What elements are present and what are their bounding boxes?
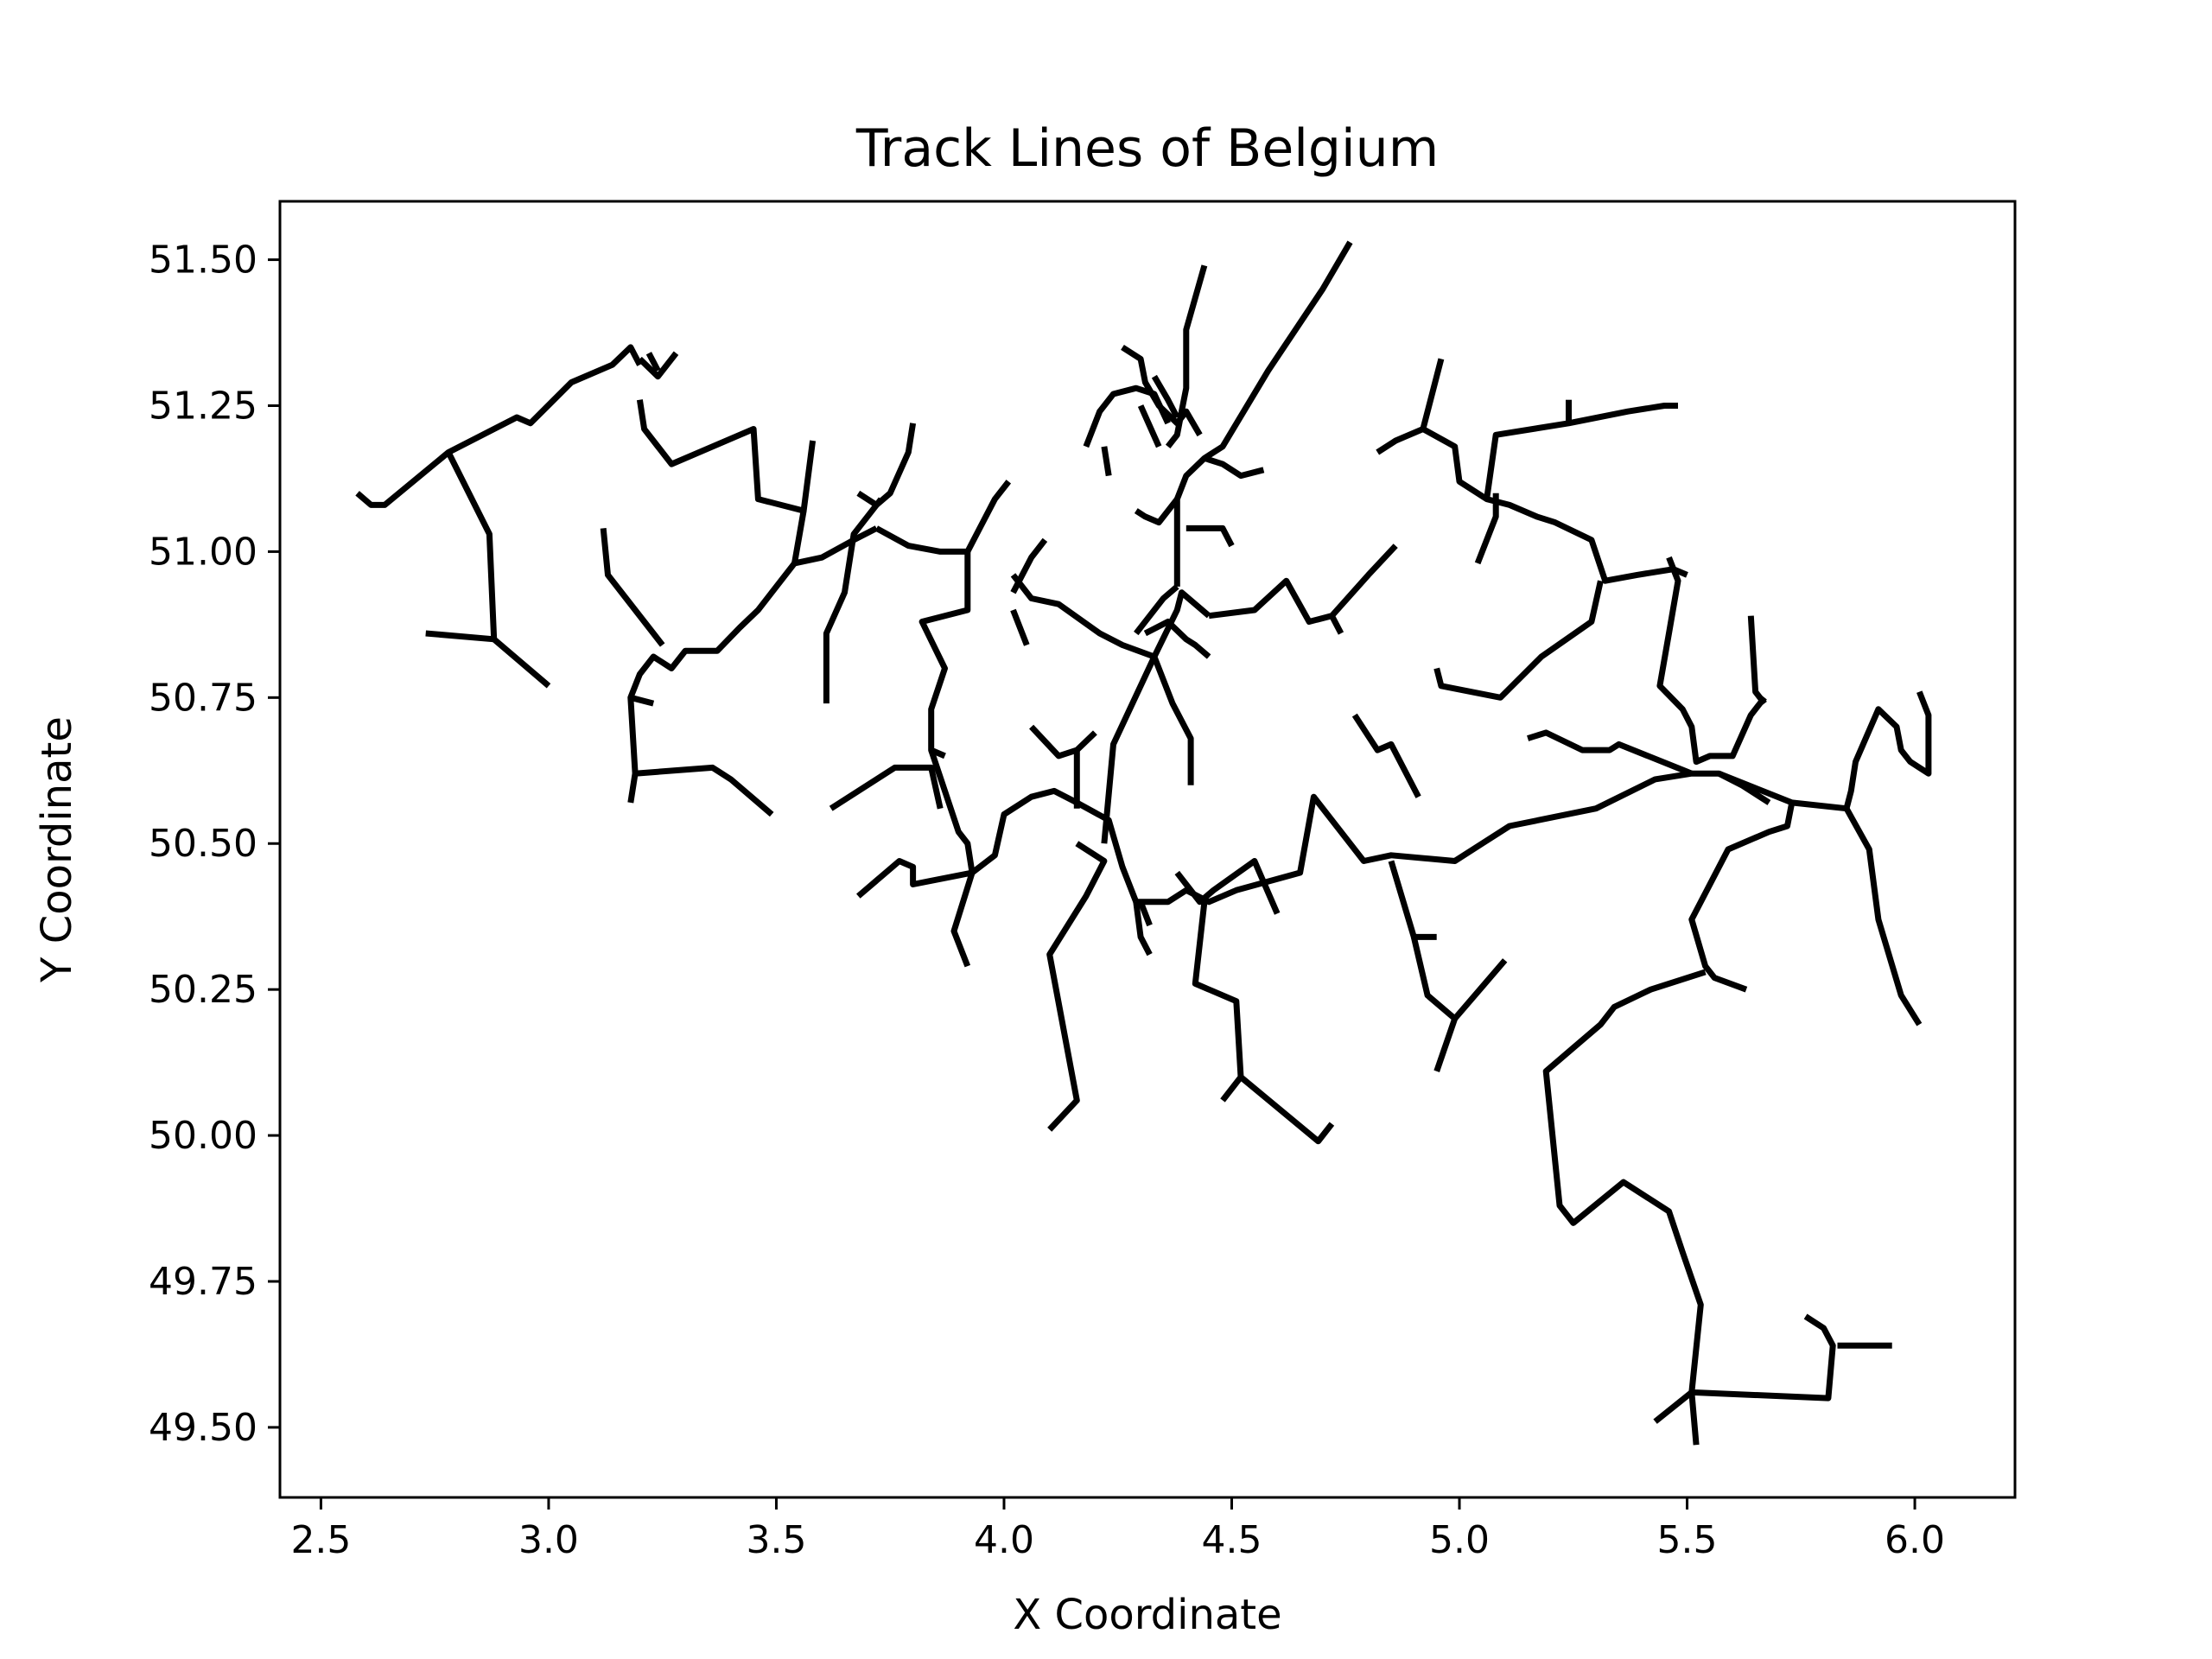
x-tick-label: 5.0 (1429, 1518, 1490, 1562)
track-line-40 (1185, 524, 1235, 548)
track-line-27 (1046, 841, 1108, 1132)
track-line-20 (1135, 770, 1923, 1027)
track-line-31 (1010, 537, 1048, 594)
track-line-57 (1656, 556, 1767, 766)
x-axis: 2.5 3.0 3.5 4.0 4.5 5.0 5.5 6.0 (290, 1497, 1945, 1562)
track-line-1 (445, 450, 551, 689)
chart-title: Track Lines of Belgium (855, 118, 1439, 179)
track-line-6 (791, 510, 878, 567)
track-line-30 (1010, 573, 1156, 660)
x-axis-label: X Coordinate (1013, 1591, 1281, 1639)
track-line-56 (1433, 580, 1604, 701)
y-tick-label: 49.75 (149, 1260, 257, 1304)
track-line-35 (1208, 543, 1398, 625)
track-line-8 (600, 528, 665, 647)
track-line-34 (1134, 584, 1179, 636)
x-tick-label: 3.0 (518, 1518, 579, 1562)
y-tick-label: 51.50 (149, 238, 257, 283)
track-line-11 (823, 497, 884, 704)
track-line-28 (1101, 589, 1211, 844)
track-line-62 (1843, 690, 1932, 810)
x-tick-label: 6.0 (1885, 1518, 1945, 1562)
track-line-45 (1137, 404, 1162, 448)
track-line-37 (1173, 240, 1353, 587)
track-line-55 (1474, 493, 1499, 565)
x-tick-label: 4.5 (1202, 1518, 1262, 1562)
track-line-51 (1376, 358, 1445, 455)
track-line-19 (1133, 901, 1153, 957)
track-line-38 (1203, 454, 1265, 480)
track-line-66 (1688, 1392, 1700, 1446)
track-line-47 (1351, 713, 1421, 798)
track-line-24 (1238, 1074, 1335, 1145)
x-tick-label: 3.5 (746, 1518, 806, 1562)
track-line-9 (629, 694, 655, 707)
plot-frame (278, 200, 2017, 1499)
y-tick-label: 51.25 (149, 384, 257, 428)
track-line-39 (1134, 497, 1180, 526)
plot-area (355, 240, 1932, 1446)
track-line-0 (355, 344, 643, 508)
track-line-13 (856, 423, 917, 508)
track-line-32 (1010, 608, 1030, 646)
y-tick-label: 50.75 (149, 676, 257, 720)
track-line-10 (634, 764, 774, 817)
track-line-53 (1484, 403, 1678, 500)
track-line-50 (1433, 1017, 1459, 1072)
track-line-49 (1410, 936, 1508, 1022)
track-line-15 (928, 748, 976, 874)
track-line-61 (1688, 802, 1796, 993)
y-tick-label: 50.25 (149, 968, 257, 1012)
y-axis: 49.50 49.75 50.00 50.25 50.50 50.75 51.00 51.25… (149, 238, 280, 1450)
track-line-3 (637, 351, 679, 380)
track-line-60 (1717, 771, 1771, 805)
track-line-16 (829, 764, 944, 811)
track-line-21 (1137, 900, 1153, 927)
y-tick-label: 50.50 (149, 822, 257, 866)
track-line-41 (1165, 264, 1208, 448)
x-tick-label: 2.5 (290, 1518, 351, 1562)
track-line-65 (1653, 1389, 1694, 1424)
track-line-29 (1151, 655, 1194, 785)
track-line-12 (874, 480, 1012, 555)
track-line-52 (1421, 426, 1688, 584)
y-tick-label: 49.50 (149, 1406, 257, 1450)
track-line-33 (1143, 619, 1211, 659)
track-line-44 (1121, 344, 1203, 437)
track-line-58 (1747, 615, 1767, 706)
track-line-4 (645, 352, 661, 372)
x-tick-label: 5.5 (1657, 1518, 1718, 1562)
x-tick-label: 4.0 (974, 1518, 1034, 1562)
track-line-36 (1329, 614, 1344, 635)
y-tick-label: 50.00 (149, 1114, 257, 1158)
track-line-7 (627, 561, 798, 804)
y-tick-label: 51.00 (149, 530, 257, 574)
track-line-5 (636, 399, 817, 514)
track-line-17 (856, 858, 976, 968)
track-line-18 (969, 787, 1140, 904)
track-line-46 (1151, 374, 1180, 419)
y-axis-label: Y Coordinate (33, 716, 81, 983)
track-line-22 (1174, 858, 1281, 915)
track-line-23 (1192, 901, 1244, 1103)
track-line-25 (1029, 724, 1097, 760)
track-line-59 (1527, 729, 1694, 777)
track-line-63 (1542, 969, 1836, 1402)
track-line-43 (1101, 446, 1112, 477)
track-line-2 (425, 630, 495, 643)
